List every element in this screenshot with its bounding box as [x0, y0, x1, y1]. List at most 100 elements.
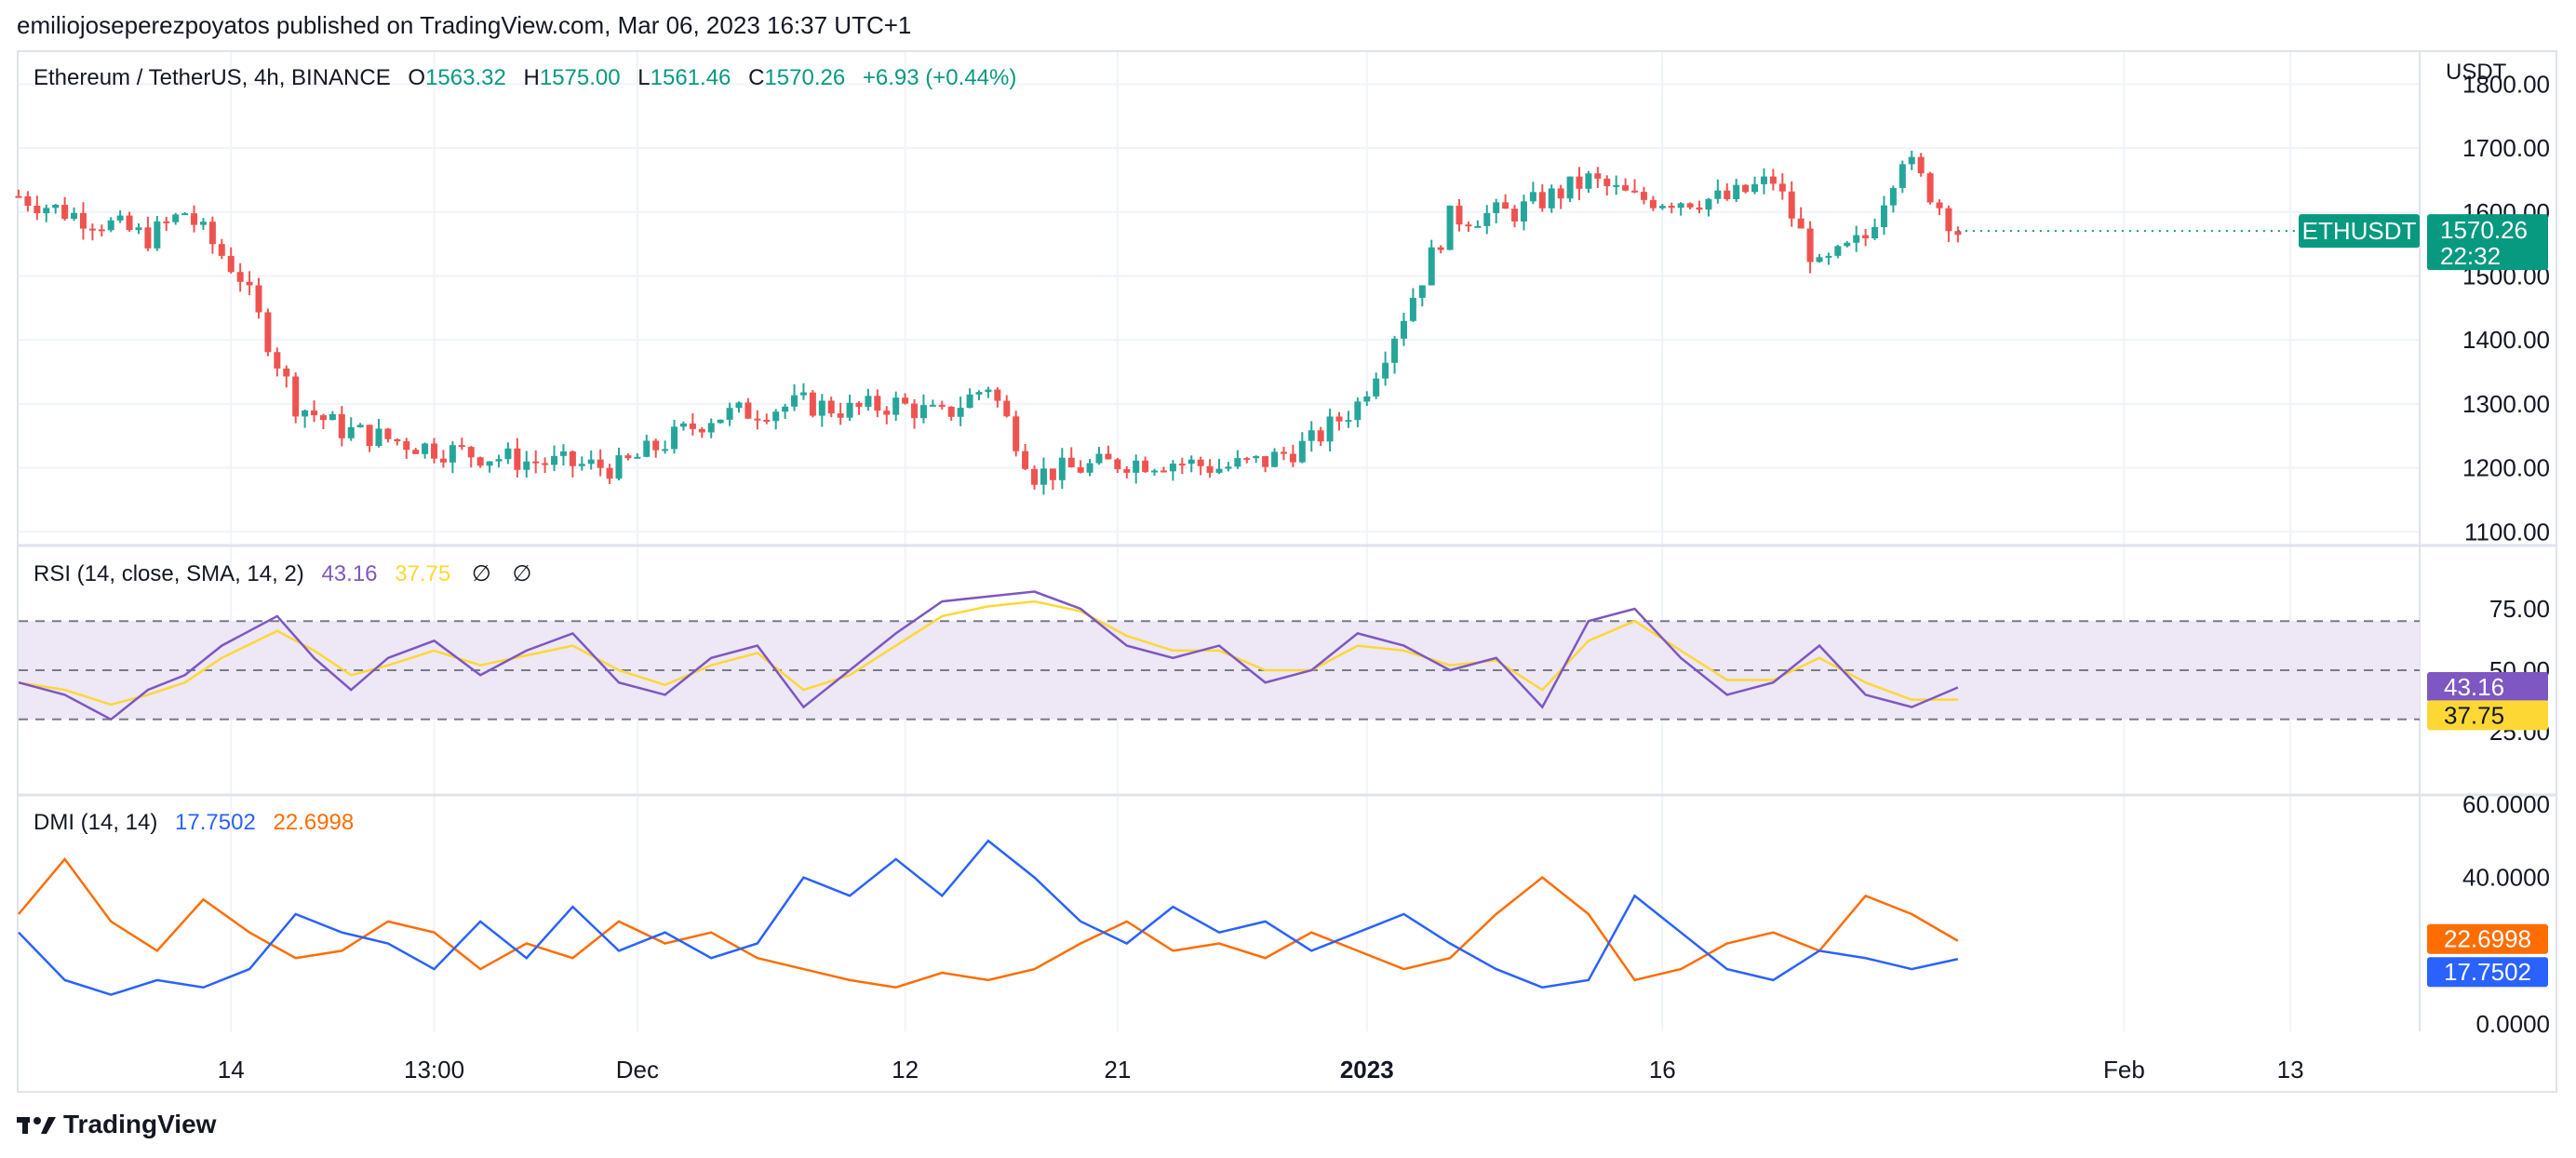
candle-body [1133, 460, 1140, 473]
candle-body [1898, 164, 1906, 188]
candle-body [1529, 192, 1536, 202]
candle-body [1696, 207, 1703, 210]
candle-body [218, 244, 225, 256]
candle-body [1363, 396, 1371, 402]
candle-body [597, 459, 604, 468]
low-value: 1561.46 [650, 65, 731, 90]
rsi-lines [18, 590, 1959, 721]
symbol-tag-bg [2299, 214, 2420, 249]
high-label: H [523, 65, 540, 90]
candle-body [735, 402, 743, 409]
candle-body [689, 424, 696, 429]
candle-body [1825, 255, 1832, 258]
tradingview-logo[interactable]: TradingView [17, 1110, 216, 1139]
candle-body [587, 459, 595, 465]
candle-body [1317, 430, 1324, 442]
price-candles [15, 150, 2420, 495]
candle-body [1206, 465, 1214, 473]
candle-body [319, 415, 327, 421]
rsi-value-badge: 43.16 [2444, 673, 2504, 701]
candle-body [1705, 198, 1712, 210]
candle-body [1502, 202, 1509, 209]
candle-body [1769, 176, 1777, 184]
candle-body [107, 220, 114, 231]
candle-body [1086, 463, 1093, 473]
candle-body [422, 443, 429, 454]
dmi-plus-line [18, 839, 1959, 996]
candle-body [1335, 416, 1343, 422]
candle-body [1428, 247, 1435, 286]
candle-body [1613, 184, 1620, 187]
candle-body [975, 392, 983, 395]
candle-body [1862, 235, 1870, 239]
candle-body [227, 255, 235, 273]
candle-body [902, 397, 909, 404]
candle-body [883, 411, 891, 415]
candle-body [1067, 457, 1075, 468]
candle-body [34, 206, 41, 214]
candle-body [172, 214, 180, 222]
candle-body [1373, 378, 1380, 397]
candle-body [1326, 416, 1334, 442]
candle-body [551, 455, 558, 465]
candle-body [514, 448, 521, 470]
open-value: 1563.32 [425, 65, 506, 90]
candle-body [135, 227, 142, 231]
symbol-label: Ethereum / TetherUS, 4h, BINANCE [34, 65, 391, 90]
candle-body [79, 212, 87, 229]
candle-body [523, 461, 530, 470]
rsi-sma-value-badge-bg [2427, 700, 2548, 731]
candle-body [191, 213, 198, 225]
low-label: L [637, 65, 651, 90]
candle-body [624, 455, 632, 459]
candle-body [652, 440, 660, 451]
high-value: 1575.00 [539, 65, 621, 90]
candle-body [255, 285, 262, 313]
candle-body [15, 195, 22, 198]
candle-body [154, 221, 161, 249]
candle-body [449, 445, 456, 463]
chart-frame[interactable] [17, 50, 2557, 1093]
currency-label: USDT [2446, 60, 2507, 85]
candle-body [809, 392, 816, 416]
candle-body [578, 464, 585, 466]
rsi-band [19, 620, 2420, 720]
candle-body [338, 413, 345, 438]
candle-body [1834, 246, 1842, 256]
price-tick-label: 1300.00 [2462, 390, 2550, 418]
candle-body [1003, 400, 1011, 417]
candle-body [1049, 468, 1056, 480]
candle-body [919, 405, 927, 419]
dmi-minus-line [18, 856, 1959, 990]
rsi-title: RSI (14, close, SMA, 14, 2) [34, 561, 304, 586]
candle-body [88, 228, 96, 231]
symbol-tag: ETHUSDT [2302, 217, 2417, 245]
dmi-plus-value-badge-bg [2427, 957, 2548, 988]
candle-body [1594, 173, 1602, 179]
candle-body [311, 410, 318, 416]
candle-body [938, 404, 946, 407]
tradingview-logo-icon [17, 1117, 56, 1134]
candle-body [763, 419, 771, 422]
candle-body [264, 312, 272, 353]
candle-body [1816, 257, 1823, 263]
rsi-extra-2: ∅ [512, 561, 532, 586]
x-tick-label: 13 [2277, 1056, 2304, 1084]
candle-body [61, 204, 69, 220]
candle-body [1483, 212, 1491, 226]
candle-body [1465, 224, 1472, 227]
candle-body [1456, 205, 1463, 225]
candle-body [1585, 173, 1592, 189]
price-tick-label: 1200.00 [2462, 454, 2550, 482]
candle-body [1298, 440, 1306, 463]
candle-body [1243, 458, 1251, 461]
candle-body [126, 215, 133, 231]
candle-body [1668, 206, 1675, 209]
last-price-value: 1570.26 [2440, 216, 2528, 244]
candle-body [606, 467, 613, 479]
candle-body [1576, 176, 1583, 189]
candle-body [1917, 156, 1925, 174]
candle-body [994, 389, 1001, 401]
